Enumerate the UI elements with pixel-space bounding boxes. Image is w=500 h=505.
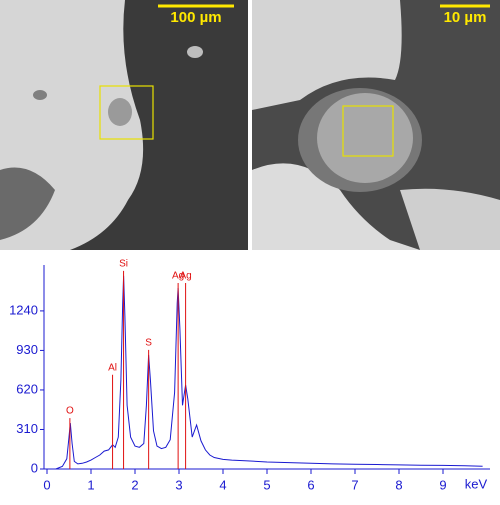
x-tick-label: 7: [351, 477, 358, 492]
y-tick-label: 620: [16, 381, 38, 396]
x-tick-label: 8: [395, 477, 402, 492]
scale-bar-label: 100 µm: [170, 9, 221, 26]
x-tick-label: 4: [219, 477, 226, 492]
x-tick-label: 6: [307, 477, 314, 492]
peak-label: Al: [108, 362, 117, 373]
x-tick-label: 5: [263, 477, 270, 492]
sem-image-right: 10 µm: [252, 0, 500, 250]
y-tick-label: 1240: [9, 302, 38, 317]
y-tick-label: 930: [16, 342, 38, 357]
peak-label: Ag: [172, 271, 184, 282]
peak-label: Si: [119, 258, 128, 269]
x-axis-label: keV: [465, 476, 488, 491]
sem-image-left: 100 µm: [0, 0, 248, 250]
spectrum-line: [55, 275, 483, 470]
peak-label: O: [66, 406, 74, 417]
x-tick-label: 1: [87, 477, 94, 492]
scale-bar-label: 10 µm: [444, 9, 487, 26]
x-tick-label: 9: [439, 477, 446, 492]
peak-label: Ag: [179, 271, 191, 282]
x-tick-label: 2: [131, 477, 138, 492]
y-tick-label: 0: [31, 460, 38, 475]
y-tick-label: 310: [16, 421, 38, 436]
peak-label: S: [145, 338, 152, 349]
x-tick-label: 0: [43, 477, 50, 492]
x-tick-label: 3: [175, 477, 182, 492]
